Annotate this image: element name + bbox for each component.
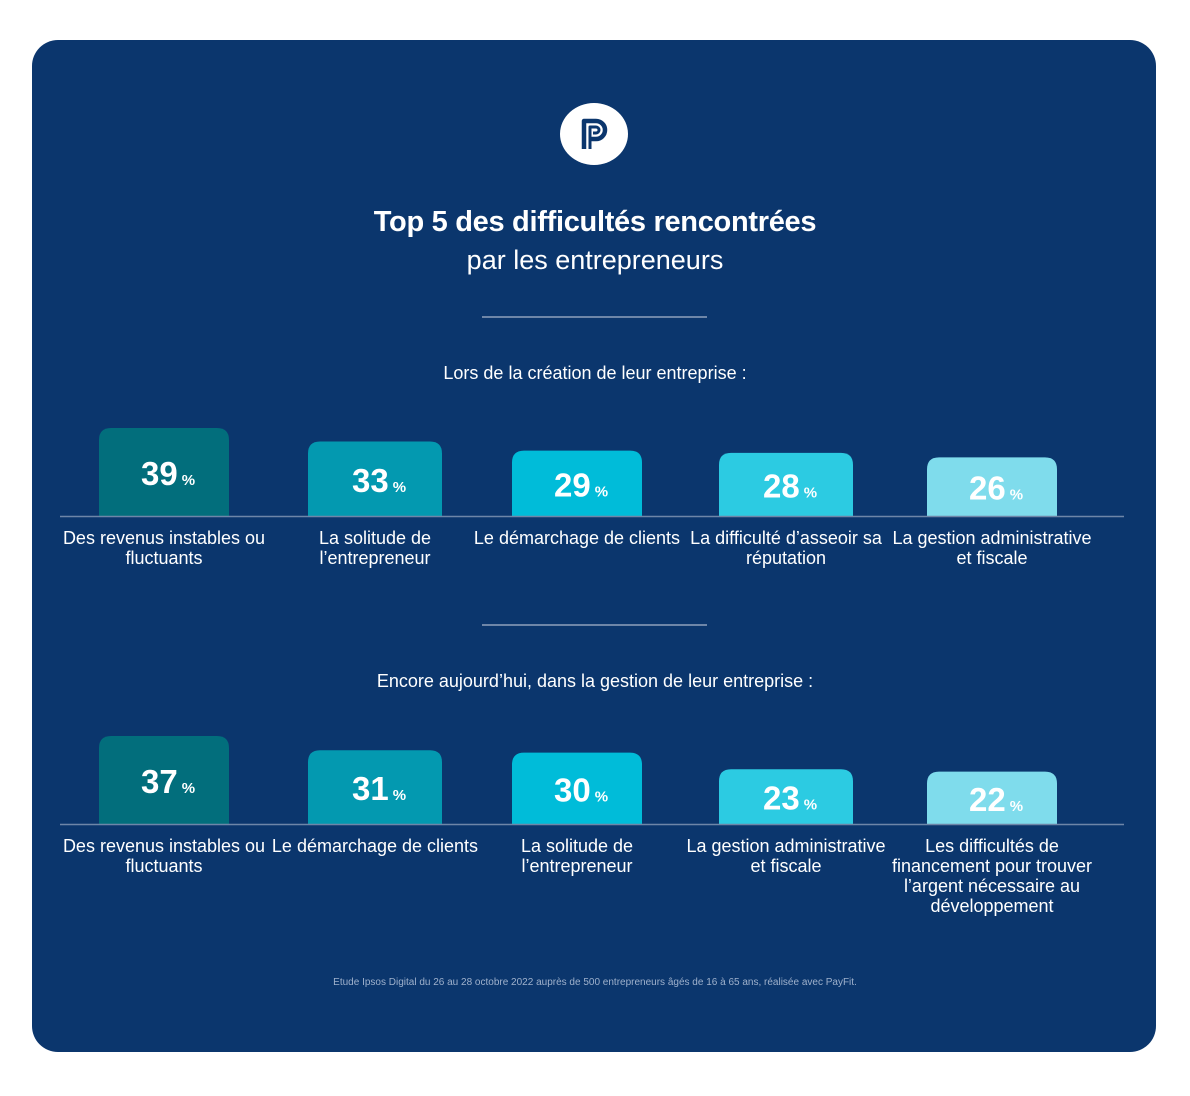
bar-value-unit: % xyxy=(595,483,608,500)
bar xyxy=(308,441,442,516)
bar-value-number: 29 xyxy=(554,466,591,503)
bar-value-number: 23 xyxy=(763,780,800,817)
category-label: Le démarchage de clients xyxy=(473,528,681,548)
divider xyxy=(482,316,707,318)
category-label: Le démarchage de clients xyxy=(271,836,479,856)
bar-value-unit: % xyxy=(393,787,406,804)
category-label: La gestion administrative et fiscale xyxy=(892,528,1092,568)
bar-value-unit: % xyxy=(1010,487,1023,504)
bar-value-label: 28% xyxy=(763,467,817,504)
bar-value-label: 22% xyxy=(969,781,1023,818)
bar-value-number: 37 xyxy=(141,763,178,800)
bar-chart-svg: 39% 33% 29% 28% 26% xyxy=(60,428,1124,518)
category-labels-today: Des revenus instables ou fluctuants Le dé… xyxy=(60,836,1124,976)
category-label: La difficulté d’asseoir sa réputation xyxy=(690,528,882,568)
category-labels-creation: Des revenus instables ou fluctuants La so… xyxy=(60,528,1124,668)
bar xyxy=(719,452,853,516)
bar-value-number: 33 xyxy=(352,462,389,499)
bar-value-number: 39 xyxy=(141,455,178,492)
bar-value-label: 30% xyxy=(554,771,608,808)
page-title: Top 5 des difficultés rencontrées xyxy=(373,206,817,238)
section-heading-creation: Lors de la création de leur entreprise : xyxy=(443,363,747,383)
bar xyxy=(512,450,642,516)
bar-value-label: 37% xyxy=(141,763,195,800)
bar-value-number: 22 xyxy=(969,781,1006,818)
page-subtitle: par les entrepreneurs xyxy=(466,245,724,275)
bar-chart-svg: 37% 31% 30% 23% 22% xyxy=(60,736,1124,826)
bar-value-unit: % xyxy=(1010,798,1023,815)
source-footnote: Etude Ipsos Digital du 26 au 28 octobre … xyxy=(333,977,857,988)
divider xyxy=(482,624,707,626)
bar xyxy=(927,771,1057,824)
bar-value-label: 33% xyxy=(352,462,406,499)
infographic-card xyxy=(32,40,1156,1052)
bar-value-label: 23% xyxy=(763,780,817,817)
bar xyxy=(719,769,853,824)
bar-chart-today: 37% 31% 30% 23% 22% xyxy=(60,714,1124,826)
bar xyxy=(512,752,642,824)
bar-value-unit: % xyxy=(595,788,608,805)
bar-value-number: 28 xyxy=(763,467,800,504)
bar-value-label: 31% xyxy=(352,770,406,807)
bar-value-unit: % xyxy=(182,472,195,489)
payfit-logo-icon xyxy=(560,103,628,165)
section-heading-today: Encore aujourd’hui, dans la gestion de l… xyxy=(376,671,814,691)
bar-value-unit: % xyxy=(804,484,817,501)
bar-value-unit: % xyxy=(182,780,195,797)
category-label: Des revenus instables ou fluctuants xyxy=(62,528,266,568)
bar xyxy=(927,457,1057,516)
bar-value-label: 26% xyxy=(969,470,1023,507)
bar xyxy=(99,736,229,824)
bar-value-label: 39% xyxy=(141,455,195,492)
bar xyxy=(308,750,442,824)
bar-value-number: 31 xyxy=(352,770,389,807)
category-label: La solitude de l’entrepreneur xyxy=(520,836,634,876)
bar xyxy=(99,428,229,516)
category-label: Les difficultés de financement pour trou… xyxy=(891,836,1093,916)
category-label: Des revenus instables ou fluctuants xyxy=(62,836,266,876)
bar-value-unit: % xyxy=(393,479,406,496)
bar-value-label: 29% xyxy=(554,466,608,503)
bar-value-number: 30 xyxy=(554,771,591,808)
bar-value-number: 26 xyxy=(969,470,1006,507)
category-label: La solitude de l’entrepreneur xyxy=(318,528,432,568)
bar-chart-creation: 39% 33% 29% 28% 26% xyxy=(60,406,1124,518)
payfit-logo-glyph xyxy=(581,118,608,149)
category-label: La gestion administrative et fiscale xyxy=(686,836,886,876)
bar-value-unit: % xyxy=(804,797,817,814)
